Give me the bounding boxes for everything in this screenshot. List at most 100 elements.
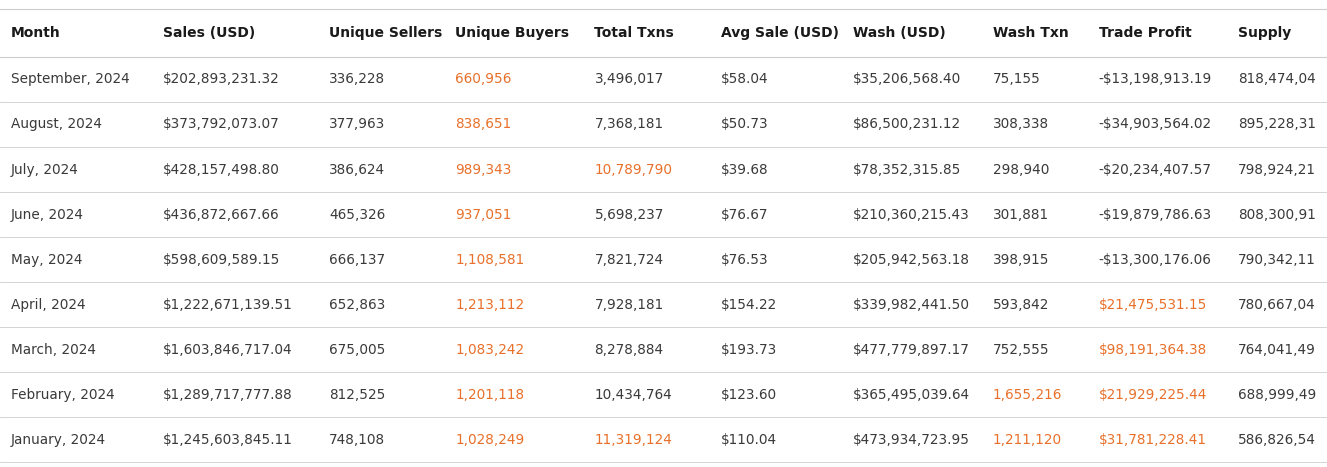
Text: $339,982,441.50: $339,982,441.50 xyxy=(853,297,970,311)
Text: 798,924,21: 798,924,21 xyxy=(1238,163,1316,177)
Text: $473,934,723.95: $473,934,723.95 xyxy=(853,433,970,447)
Text: $373,792,073.07: $373,792,073.07 xyxy=(163,118,280,132)
Text: 7,928,181: 7,928,181 xyxy=(594,297,664,311)
Text: Total Txns: Total Txns xyxy=(594,26,674,40)
Text: 780,667,04: 780,667,04 xyxy=(1238,297,1316,311)
Text: June, 2024: June, 2024 xyxy=(11,207,84,221)
Text: 812,525: 812,525 xyxy=(329,388,385,402)
Text: Unique Sellers: Unique Sellers xyxy=(329,26,442,40)
Text: Wash (USD): Wash (USD) xyxy=(853,26,946,40)
Text: January, 2024: January, 2024 xyxy=(11,433,106,447)
Text: $35,206,568.40: $35,206,568.40 xyxy=(853,72,962,86)
Text: 838,651: 838,651 xyxy=(455,118,511,132)
Text: Sales (USD): Sales (USD) xyxy=(163,26,256,40)
Text: Wash Txn: Wash Txn xyxy=(993,26,1068,40)
Text: 748,108: 748,108 xyxy=(329,433,385,447)
Text: Avg Sale (USD): Avg Sale (USD) xyxy=(721,26,839,40)
Text: May, 2024: May, 2024 xyxy=(11,253,82,267)
Text: $477,779,897.17: $477,779,897.17 xyxy=(853,343,970,357)
Text: 11,319,124: 11,319,124 xyxy=(594,433,673,447)
Text: 10,434,764: 10,434,764 xyxy=(594,388,673,402)
Text: $21,929,225.44: $21,929,225.44 xyxy=(1099,388,1208,402)
Text: $428,157,498.80: $428,157,498.80 xyxy=(163,163,280,177)
Text: August, 2024: August, 2024 xyxy=(11,118,102,132)
Text: $210,360,215.43: $210,360,215.43 xyxy=(853,207,970,221)
Text: July, 2024: July, 2024 xyxy=(11,163,78,177)
Text: $1,222,671,139.51: $1,222,671,139.51 xyxy=(163,297,293,311)
Text: $123.60: $123.60 xyxy=(721,388,776,402)
Text: 298,940: 298,940 xyxy=(993,163,1048,177)
Text: 1,028,249: 1,028,249 xyxy=(455,433,524,447)
Text: 10,789,790: 10,789,790 xyxy=(594,163,673,177)
Text: 808,300,91: 808,300,91 xyxy=(1238,207,1316,221)
Text: -$20,234,407.57: -$20,234,407.57 xyxy=(1099,163,1212,177)
Text: $193.73: $193.73 xyxy=(721,343,776,357)
Text: 688,999,49: 688,999,49 xyxy=(1238,388,1316,402)
Text: 593,842: 593,842 xyxy=(993,297,1048,311)
Text: $76.67: $76.67 xyxy=(721,207,768,221)
Text: 398,915: 398,915 xyxy=(993,253,1050,267)
Text: 1,108,581: 1,108,581 xyxy=(455,253,524,267)
Text: Trade Profit: Trade Profit xyxy=(1099,26,1192,40)
Text: -$13,300,176.06: -$13,300,176.06 xyxy=(1099,253,1212,267)
Text: $78,352,315.85: $78,352,315.85 xyxy=(853,163,962,177)
Text: 675,005: 675,005 xyxy=(329,343,385,357)
Text: 937,051: 937,051 xyxy=(455,207,511,221)
Text: Month: Month xyxy=(11,26,60,40)
Text: 989,343: 989,343 xyxy=(455,163,511,177)
Text: $1,289,717,777.88: $1,289,717,777.88 xyxy=(163,388,293,402)
Text: $365,495,039.64: $365,495,039.64 xyxy=(853,388,970,402)
Text: $39.68: $39.68 xyxy=(721,163,768,177)
Text: 666,137: 666,137 xyxy=(329,253,385,267)
Text: $598,609,589.15: $598,609,589.15 xyxy=(163,253,280,267)
Text: $50.73: $50.73 xyxy=(721,118,768,132)
Text: 377,963: 377,963 xyxy=(329,118,385,132)
Text: $58.04: $58.04 xyxy=(721,72,768,86)
Text: 8,278,884: 8,278,884 xyxy=(594,343,664,357)
Text: Supply: Supply xyxy=(1238,26,1291,40)
Text: March, 2024: March, 2024 xyxy=(11,343,96,357)
Text: $154.22: $154.22 xyxy=(721,297,776,311)
Text: Unique Buyers: Unique Buyers xyxy=(455,26,569,40)
Text: 1,201,118: 1,201,118 xyxy=(455,388,524,402)
Text: $76.53: $76.53 xyxy=(721,253,768,267)
Text: 764,041,49: 764,041,49 xyxy=(1238,343,1316,357)
Text: 652,863: 652,863 xyxy=(329,297,385,311)
Text: April, 2024: April, 2024 xyxy=(11,297,85,311)
Text: $21,475,531.15: $21,475,531.15 xyxy=(1099,297,1208,311)
Text: $1,603,846,717.04: $1,603,846,717.04 xyxy=(163,343,293,357)
Text: 465,326: 465,326 xyxy=(329,207,385,221)
Text: 586,826,54: 586,826,54 xyxy=(1238,433,1316,447)
Text: -$13,198,913.19: -$13,198,913.19 xyxy=(1099,72,1212,86)
Text: 7,368,181: 7,368,181 xyxy=(594,118,664,132)
Text: 7,821,724: 7,821,724 xyxy=(594,253,664,267)
Text: 1,211,120: 1,211,120 xyxy=(993,433,1062,447)
Text: February, 2024: February, 2024 xyxy=(11,388,114,402)
Text: -$34,903,564.02: -$34,903,564.02 xyxy=(1099,118,1212,132)
Text: 301,881: 301,881 xyxy=(993,207,1048,221)
Text: 790,342,11: 790,342,11 xyxy=(1238,253,1316,267)
Text: 308,338: 308,338 xyxy=(993,118,1048,132)
Text: 1,213,112: 1,213,112 xyxy=(455,297,524,311)
Text: 818,474,04: 818,474,04 xyxy=(1238,72,1316,86)
Text: $205,942,563.18: $205,942,563.18 xyxy=(853,253,970,267)
Text: 5,698,237: 5,698,237 xyxy=(594,207,664,221)
Text: September, 2024: September, 2024 xyxy=(11,72,129,86)
Text: $86,500,231.12: $86,500,231.12 xyxy=(853,118,961,132)
Text: 752,555: 752,555 xyxy=(993,343,1050,357)
Text: $98,191,364.38: $98,191,364.38 xyxy=(1099,343,1208,357)
Text: 895,228,31: 895,228,31 xyxy=(1238,118,1316,132)
Text: $110.04: $110.04 xyxy=(721,433,776,447)
Text: 336,228: 336,228 xyxy=(329,72,385,86)
Text: $202,893,231.32: $202,893,231.32 xyxy=(163,72,280,86)
Text: 75,155: 75,155 xyxy=(993,72,1040,86)
Text: 3,496,017: 3,496,017 xyxy=(594,72,664,86)
Text: $31,781,228.41: $31,781,228.41 xyxy=(1099,433,1206,447)
Text: 1,655,216: 1,655,216 xyxy=(993,388,1062,402)
Text: 1,083,242: 1,083,242 xyxy=(455,343,524,357)
Text: $436,872,667.66: $436,872,667.66 xyxy=(163,207,280,221)
Text: 386,624: 386,624 xyxy=(329,163,385,177)
Text: -$19,879,786.63: -$19,879,786.63 xyxy=(1099,207,1212,221)
Text: $1,245,603,845.11: $1,245,603,845.11 xyxy=(163,433,293,447)
Text: 660,956: 660,956 xyxy=(455,72,511,86)
